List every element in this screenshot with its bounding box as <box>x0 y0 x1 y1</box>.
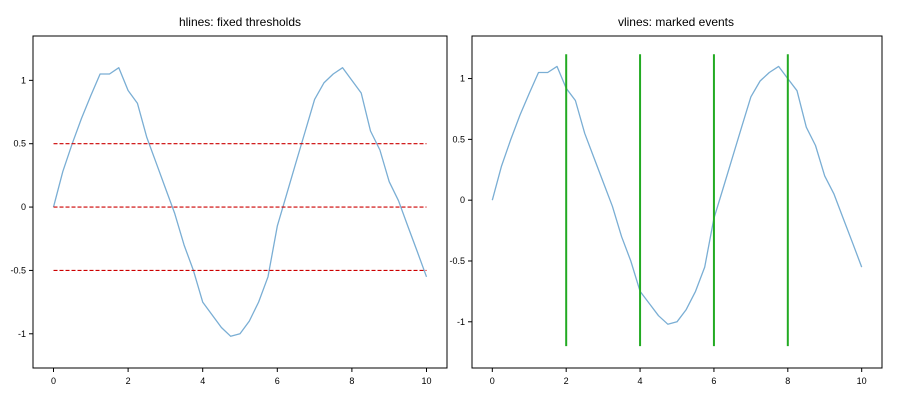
chart-title: hlines: fixed thresholds <box>179 15 301 29</box>
y-tick-label: 1 <box>21 75 26 85</box>
x-tick-label: 2 <box>564 376 569 386</box>
x-tick-label: 8 <box>785 376 790 386</box>
series-line <box>491 65 863 325</box>
x-tick-label: 10 <box>421 376 431 386</box>
axes-frame <box>471 35 883 369</box>
chart-title: vlines: marked events <box>618 15 734 29</box>
series-line <box>52 67 428 337</box>
vlines-chart-panel: vlines: marked events 0 2 4 6 8 10 -1 -0.5 0 0.5 1 <box>449 15 883 386</box>
x-tick-label: 4 <box>638 376 643 386</box>
y-tick-label: 1 <box>460 74 465 84</box>
x-tick-label: 6 <box>711 376 716 386</box>
y-tick-label: 0.5 <box>452 134 465 144</box>
x-tick-label: 2 <box>126 376 131 386</box>
x-tick-label: 0 <box>490 376 495 386</box>
y-tick-label: -1 <box>18 329 26 339</box>
x-tick-label: 6 <box>275 376 280 386</box>
x-tick-label: 10 <box>857 376 867 386</box>
y-tick-label: 0 <box>21 202 26 212</box>
axes-frame <box>32 35 448 369</box>
hlines-chart-panel: hlines: fixed thresholds 0 2 4 6 8 10 -1 -0.5 0 0… <box>10 15 448 386</box>
y-tick-label: 0 <box>460 195 465 205</box>
x-tick-label: 0 <box>51 376 56 386</box>
y-tick-label: -0.5 <box>449 256 465 266</box>
y-tick-label: 0.5 <box>13 139 26 149</box>
y-tick-label: -0.5 <box>10 265 26 275</box>
y-tick-label: -1 <box>457 317 465 327</box>
x-tick-label: 8 <box>349 376 354 386</box>
x-tick-label: 4 <box>200 376 205 386</box>
